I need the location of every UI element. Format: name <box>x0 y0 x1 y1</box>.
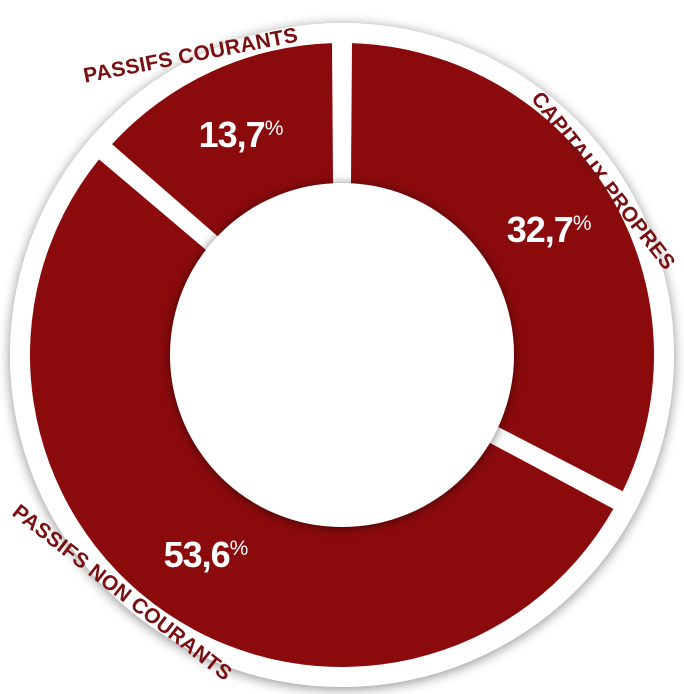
donut-hole <box>170 183 514 527</box>
